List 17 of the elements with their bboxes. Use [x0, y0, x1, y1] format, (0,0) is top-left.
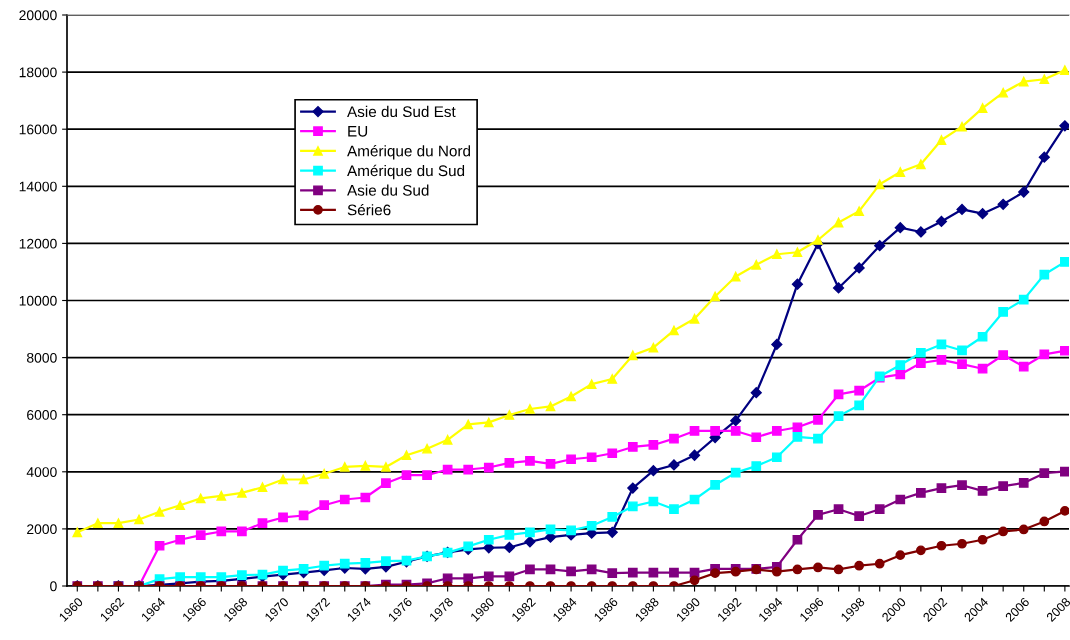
- legend-label: EU: [348, 125, 368, 137]
- legend-label: Asie du Sud: [347, 184, 429, 196]
- legend-label: Série6: [347, 203, 391, 216]
- y-tick-label: 0: [50, 581, 57, 592]
- legend-label: Amérique du Sud: [347, 164, 465, 180]
- y-tick-label: 12000: [19, 238, 57, 249]
- y-tick-label: 6000: [27, 410, 57, 420]
- legend-label: Asie du Sud Est: [347, 105, 456, 118]
- y-tick-label: 20000: [19, 10, 57, 21]
- y-tick-label: 16000: [19, 124, 57, 135]
- y-tick-label: 18000: [19, 67, 57, 78]
- legend-label: Amérique du Nord: [347, 145, 471, 160]
- y-tick-label: 4000: [26, 467, 57, 477]
- y-tick-label: 10000: [19, 295, 57, 306]
- y-tick-label: 2000: [27, 524, 57, 535]
- y-tick-label: 14000: [19, 181, 57, 192]
- y-tick-label: 8000: [26, 352, 57, 363]
